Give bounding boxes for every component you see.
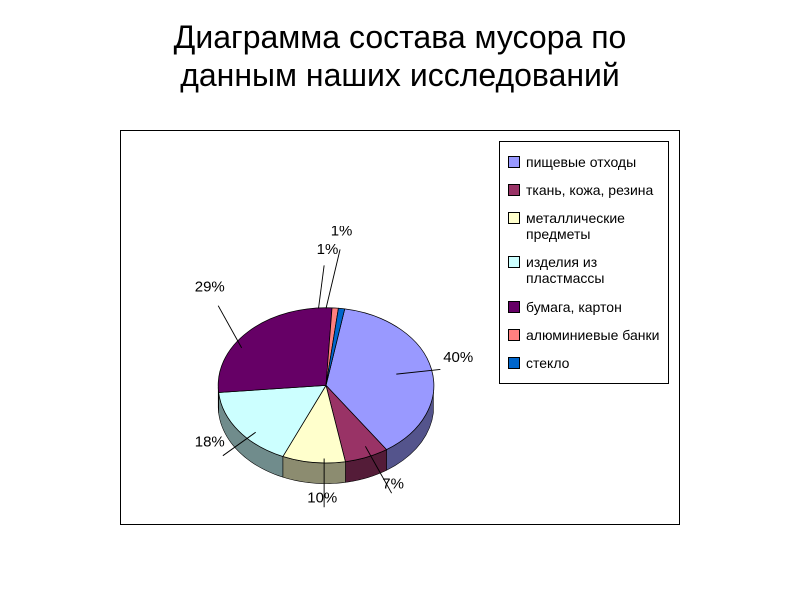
legend-swatch bbox=[508, 329, 520, 341]
title-line-1: Диаграмма состава мусора по bbox=[174, 19, 627, 55]
legend-swatch bbox=[508, 357, 520, 369]
pct-label: 10% bbox=[307, 490, 337, 507]
title-line-2: данным наших исследований bbox=[180, 57, 620, 93]
legend-item: пищевые отходы bbox=[508, 154, 660, 170]
slide-title: Диаграмма состава мусора по данным наших… bbox=[0, 0, 800, 95]
pct-label: 1% bbox=[331, 226, 353, 239]
legend: пищевые отходы ткань, кожа, резина металли… bbox=[499, 141, 669, 384]
pie-chart: 40%7%10%18%29%1%1% bbox=[166, 226, 426, 486]
pie-svg: 40% 7% 10% 18% 29% 1% 1% bbox=[166, 226, 486, 526]
legend-item: алюминиевые банки bbox=[508, 327, 660, 343]
legend-swatch bbox=[508, 156, 520, 168]
pct-label: 29% bbox=[195, 279, 225, 296]
pct-label: 18% bbox=[195, 433, 225, 450]
legend-item: ткань, кожа, резина bbox=[508, 182, 660, 198]
legend-label: металлические предметы bbox=[526, 210, 660, 242]
legend-swatch bbox=[508, 256, 520, 268]
legend-item: металлические предметы bbox=[508, 210, 660, 242]
slide: Диаграмма состава мусора по данным наших… bbox=[0, 0, 800, 600]
leader-line bbox=[326, 249, 340, 308]
chart-frame: 40% 7% 10% 18% 29% 1% 1% пищевые отходы ткань, … bbox=[120, 130, 680, 525]
legend-swatch bbox=[508, 184, 520, 196]
legend-item: стекло bbox=[508, 355, 660, 371]
pct-label: 7% bbox=[382, 476, 404, 493]
pie-slice bbox=[218, 308, 332, 393]
legend-label: ткань, кожа, резина bbox=[526, 182, 660, 198]
legend-label: пищевые отходы bbox=[526, 154, 660, 170]
legend-label: стекло bbox=[526, 355, 660, 371]
legend-label: бумага, картон bbox=[526, 299, 660, 315]
pct-label: 1% bbox=[317, 241, 339, 258]
legend-label: алюминиевые банки bbox=[526, 327, 660, 343]
pct-label: 40% bbox=[443, 349, 473, 366]
legend-swatch bbox=[508, 301, 520, 313]
leader-line bbox=[319, 265, 325, 308]
legend-label: изделия из пластмассы bbox=[526, 254, 660, 286]
legend-item: бумага, картон bbox=[508, 299, 660, 315]
legend-item: изделия из пластмассы bbox=[508, 254, 660, 286]
leader-line bbox=[218, 306, 241, 348]
legend-swatch bbox=[508, 212, 520, 224]
